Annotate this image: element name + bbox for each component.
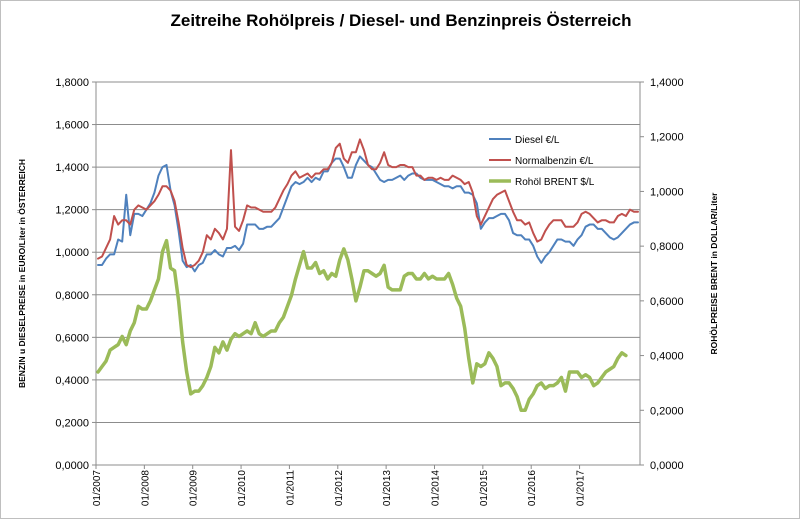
x-tick-label: 01/2017 [576, 470, 587, 507]
chart-title: Zeitreihe Rohölpreis / Diesel- und Benzi… [170, 11, 631, 30]
y-left-tick-label: 0,4000 [55, 375, 89, 387]
left-axis-ticks: 0,0000 0,2000 0,4000 0,6000 0,8000 1,0000 1,20… [55, 77, 96, 472]
y-left-tick-label: 1,0000 [55, 247, 89, 259]
y-left-tick-label: 0,6000 [55, 332, 89, 344]
x-tick-label: 01/2012 [334, 470, 345, 507]
y-right-tick-label: 0,0000 [650, 460, 684, 472]
series-line-normalbenzin-l [97, 138, 639, 269]
x-tick-label: 01/2014 [430, 470, 441, 507]
y-right-tick-label: 0,8000 [650, 241, 684, 253]
y-right-tick-label: 1,2000 [650, 132, 684, 144]
y-left-tick-label: 1,2000 [55, 205, 89, 217]
y-left-tick-label: 1,4000 [55, 162, 89, 174]
x-tick-label: 01/2008 [140, 470, 151, 507]
y-right-tick-label: 1,4000 [650, 77, 684, 89]
legend-entry: Rohöl BRENT $/L [515, 177, 595, 188]
x-tick-label: 01/2009 [189, 470, 200, 507]
x-tick-label: 01/2016 [527, 470, 538, 507]
legend-entry: Diesel €/L [515, 135, 560, 146]
series-line-roh-l-brent-l [96, 238, 628, 413]
plot-area [95, 81, 641, 466]
gridlines [96, 81, 640, 423]
right-axis-ticks: 0,0000 0,2000 0,4000 0,6000 0,8000 1,0000 1,20… [640, 77, 684, 472]
y-left-tick-label: 1,6000 [55, 120, 89, 132]
series-lines [96, 138, 639, 413]
y-right-tick-label: 0,6000 [650, 296, 684, 308]
y-left-tick-label: 0,0000 [55, 460, 89, 472]
y-left-tick-label: 0,8000 [55, 290, 89, 302]
x-tick-label: 01/2013 [382, 470, 393, 507]
y-axis-left-label: BENZIN u DIESELPREISE in EURO/Liter in Ö… [17, 159, 27, 388]
x-tick-label: 01/2011 [285, 470, 296, 506]
x-tick-label: 01/2007 [92, 470, 103, 507]
y-left-tick-label: 0,2000 [55, 417, 89, 429]
y-right-tick-label: 1,0000 [650, 186, 684, 198]
y-right-tick-label: 0,2000 [650, 405, 684, 417]
series-line-diesel-l [97, 155, 639, 273]
y-axis-right-label: ROHÖLPREISE BRENT in DOLLAR/Liter [709, 192, 719, 355]
x-tick-label: 01/2010 [237, 470, 248, 507]
x-axis-ticks: 01/2007 01/2008 01/2009 01/2010 01/2011 01/20… [92, 465, 587, 506]
legend: Diesel €/L Normalbenzin €/L Rohöl BRENT $/… [489, 135, 595, 188]
legend-entry: Normalbenzin €/L [515, 156, 594, 167]
y-left-tick-label: 1,8000 [55, 77, 89, 89]
x-tick-label: 01/2015 [479, 470, 490, 507]
y-right-tick-label: 0,4000 [650, 351, 684, 363]
